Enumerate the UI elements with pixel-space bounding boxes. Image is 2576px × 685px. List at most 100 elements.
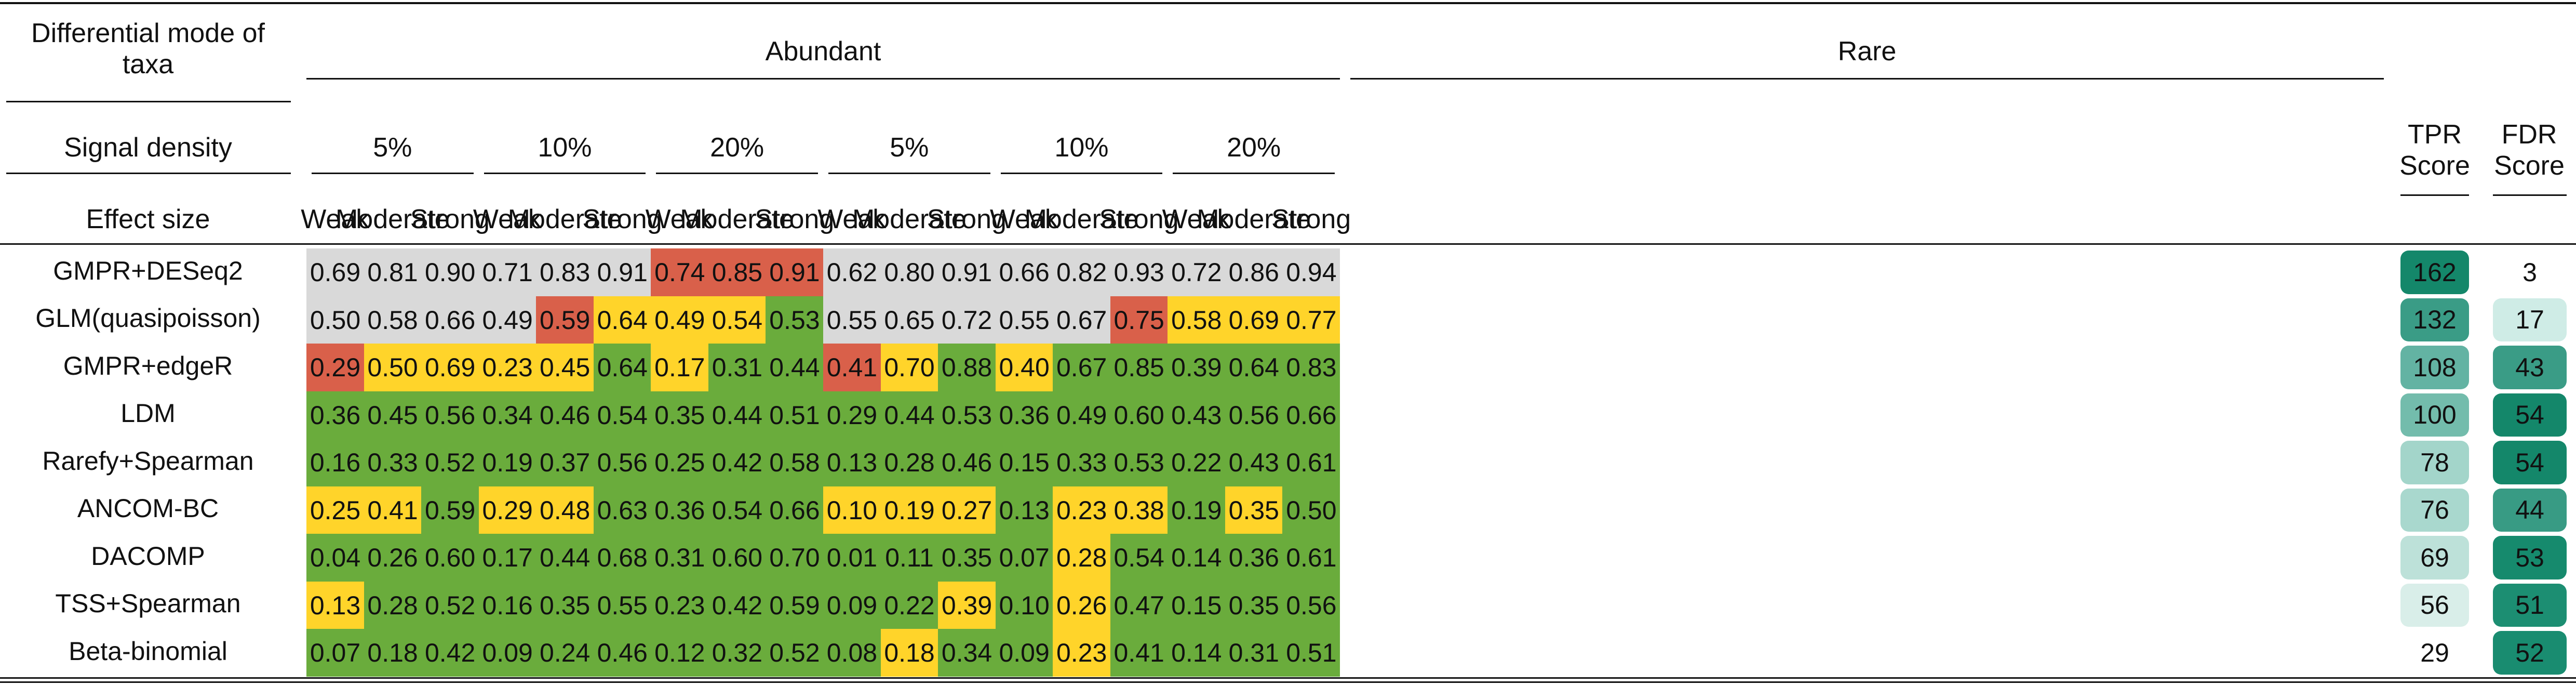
value-cell: 0.08: [823, 629, 881, 677]
method-name: ANCOM-BC: [77, 494, 219, 523]
effect-size-header: Strong: [1271, 204, 1351, 235]
value-cell: 0.10: [823, 486, 881, 534]
fdr-header-line1: FDR: [2501, 120, 2557, 150]
method-name: Rarefy+Spearman: [42, 446, 254, 476]
value-cell: 0.66: [1282, 391, 1340, 439]
value-cell: 0.63: [593, 486, 651, 534]
value-cell: 0.36: [995, 391, 1053, 439]
value-cell: 0.86: [1225, 248, 1283, 296]
value-cell: 0.22: [880, 581, 938, 629]
value-cell: 0.71: [478, 248, 536, 296]
value-cell: 0.14: [1168, 534, 1226, 582]
value-cell: 0.85: [1110, 344, 1168, 391]
density-header: 10%: [1054, 133, 1109, 163]
method-name: LDM: [120, 399, 176, 428]
effect-size-header: Strong: [755, 204, 835, 235]
value-cell: 0.40: [995, 344, 1053, 391]
value-cell: 0.33: [1053, 439, 1111, 486]
value-cell: 0.74: [651, 248, 709, 296]
value-cell: 0.68: [593, 534, 651, 582]
fdr-score: 44: [2493, 488, 2567, 532]
value-cell: 0.42: [421, 629, 479, 677]
value-cell: 0.25: [306, 486, 365, 534]
value-cell: 0.19: [478, 439, 536, 486]
tpr-header-rule: [2400, 194, 2469, 196]
value-cell: 0.53: [1110, 439, 1168, 486]
abundant-header: Abundant: [765, 36, 881, 67]
value-cell: 0.29: [478, 486, 536, 534]
value-cell: 0.23: [1053, 486, 1111, 534]
value-cell: 0.29: [306, 344, 365, 391]
effect-size-header: Strong: [582, 204, 662, 235]
fdr-score: 3: [2493, 251, 2567, 294]
value-cell: 0.35: [938, 534, 996, 582]
value-cell: 0.60: [1110, 391, 1168, 439]
value-cell: 0.16: [306, 439, 365, 486]
value-cell: 0.50: [364, 344, 422, 391]
value-cell: 0.18: [364, 629, 422, 677]
value-cell: 0.60: [421, 534, 479, 582]
value-cell: 0.77: [1282, 296, 1340, 344]
value-cell: 0.23: [1053, 629, 1111, 677]
value-cell: 0.54: [708, 486, 766, 534]
header-bottom-rule: [0, 243, 2576, 245]
value-cell: 0.53: [766, 296, 824, 344]
value-cell: 0.90: [421, 248, 479, 296]
fdr-score: 51: [2493, 583, 2567, 627]
value-cell: 0.51: [1282, 629, 1340, 677]
rare-rule: [1350, 78, 2384, 80]
value-cell: 0.13: [823, 439, 881, 486]
tpr-score: 78: [2400, 441, 2469, 484]
density-header: 10%: [538, 133, 592, 163]
value-cell: 0.38: [1110, 486, 1168, 534]
value-cell: 0.28: [1053, 534, 1111, 582]
value-cell: 0.54: [708, 296, 766, 344]
tpr-score: 108: [2400, 346, 2469, 389]
value-cell: 0.09: [478, 629, 536, 677]
value-cell: 0.49: [478, 296, 536, 344]
effect-size-header: Strong: [1099, 204, 1179, 235]
value-cell: 0.59: [536, 296, 594, 344]
value-cell: 0.70: [880, 344, 938, 391]
value-cell: 0.33: [364, 439, 422, 486]
tpr-score: 132: [2400, 298, 2469, 341]
value-cell: 0.67: [1053, 344, 1111, 391]
value-cell: 0.82: [1053, 248, 1111, 296]
density-rule: [828, 173, 990, 174]
method-name: TSS+Spearman: [55, 589, 241, 618]
effect-size-label: Effect size: [86, 204, 210, 235]
value-cell: 0.56: [421, 391, 479, 439]
method-name: GMPR+DESeq2: [53, 256, 243, 285]
value-cell: 0.01: [823, 534, 881, 582]
value-cell: 0.70: [766, 534, 824, 582]
effect-size-header: Weak: [301, 204, 370, 235]
value-cell: 0.58: [364, 296, 422, 344]
value-cell: 0.61: [1282, 439, 1340, 486]
value-cell: 0.15: [995, 439, 1053, 486]
mode-label-line2: taxa: [122, 49, 174, 80]
value-cell: 0.85: [708, 248, 766, 296]
value-cell: 0.15: [1168, 581, 1226, 629]
fdr-header-line2: Score: [2494, 151, 2565, 181]
tpr-score: 76: [2400, 488, 2469, 532]
value-cell: 0.48: [536, 486, 594, 534]
bottom-rule-2: [0, 681, 2576, 683]
value-cell: 0.52: [766, 629, 824, 677]
tpr-score: 162: [2400, 251, 2469, 294]
top-rule: [0, 2, 2576, 4]
value-cell: 0.66: [995, 248, 1053, 296]
fdr-score: 54: [2493, 441, 2567, 484]
value-cell: 0.07: [306, 629, 365, 677]
value-cell: 0.94: [1282, 248, 1340, 296]
method-name: GMPR+edgeR: [63, 351, 233, 380]
value-cell: 0.91: [766, 248, 824, 296]
value-cell: 0.26: [364, 534, 422, 582]
value-cell: 0.16: [478, 581, 536, 629]
value-cell: 0.28: [364, 581, 422, 629]
value-cell: 0.83: [1282, 344, 1340, 391]
value-cell: 0.23: [651, 581, 709, 629]
value-cell: 0.42: [708, 581, 766, 629]
value-cell: 0.62: [823, 248, 881, 296]
method-name: DACOMP: [91, 541, 205, 571]
value-cell: 0.65: [880, 296, 938, 344]
